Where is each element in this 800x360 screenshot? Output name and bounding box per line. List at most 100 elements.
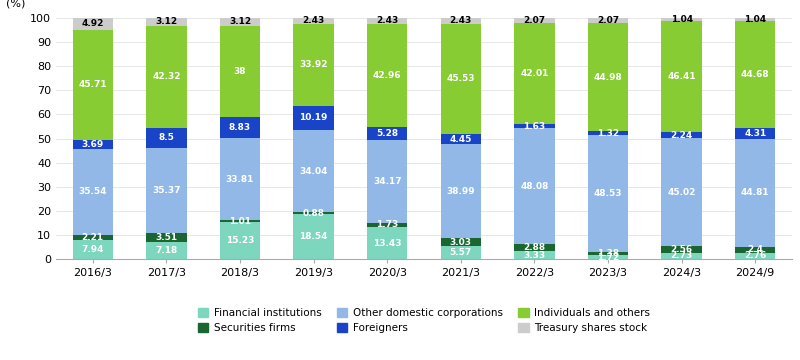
Bar bbox=[146, 26, 186, 127]
Text: 5.57: 5.57 bbox=[450, 248, 472, 257]
Bar bbox=[220, 117, 260, 139]
Text: 44.98: 44.98 bbox=[594, 73, 622, 82]
Text: 3.12: 3.12 bbox=[229, 17, 251, 26]
Bar bbox=[441, 238, 481, 246]
Bar bbox=[220, 139, 260, 220]
Text: 4.45: 4.45 bbox=[450, 135, 472, 144]
Text: 7.18: 7.18 bbox=[155, 246, 178, 255]
Bar bbox=[735, 139, 775, 247]
Bar bbox=[735, 128, 775, 139]
Text: 3.12: 3.12 bbox=[155, 17, 178, 26]
Bar bbox=[441, 134, 481, 144]
Text: 38.99: 38.99 bbox=[446, 187, 475, 196]
Text: 1.32: 1.32 bbox=[597, 129, 619, 138]
Legend: Financial institutions, Securities firms, Other domestic corporations, Foreigner: Financial institutions, Securities firms… bbox=[198, 308, 650, 333]
Text: 48.08: 48.08 bbox=[520, 182, 549, 191]
Text: 7.94: 7.94 bbox=[82, 245, 104, 254]
Text: 4.92: 4.92 bbox=[82, 19, 104, 28]
Bar bbox=[662, 132, 702, 138]
Bar bbox=[294, 130, 334, 212]
Bar bbox=[146, 127, 186, 148]
Text: 44.81: 44.81 bbox=[741, 188, 770, 197]
Text: 45.02: 45.02 bbox=[667, 188, 696, 197]
Text: 4.31: 4.31 bbox=[744, 129, 766, 138]
Text: 34.04: 34.04 bbox=[299, 167, 328, 176]
Text: 38: 38 bbox=[234, 67, 246, 76]
Bar bbox=[146, 148, 186, 233]
Text: 1.73: 1.73 bbox=[376, 220, 398, 229]
Bar bbox=[367, 227, 407, 259]
Text: 1.01: 1.01 bbox=[229, 217, 251, 226]
Bar bbox=[441, 24, 481, 134]
Bar bbox=[588, 252, 628, 255]
Bar bbox=[735, 247, 775, 253]
Text: 2.73: 2.73 bbox=[670, 251, 693, 260]
Text: 3.51: 3.51 bbox=[155, 233, 178, 242]
Text: 33.81: 33.81 bbox=[226, 175, 254, 184]
Bar bbox=[514, 128, 554, 244]
Text: 2.56: 2.56 bbox=[670, 245, 693, 254]
Text: 8.5: 8.5 bbox=[158, 133, 174, 142]
Bar bbox=[514, 18, 554, 23]
Bar bbox=[662, 21, 702, 132]
Bar bbox=[514, 251, 554, 259]
Bar bbox=[220, 18, 260, 26]
Bar bbox=[514, 23, 554, 124]
Bar bbox=[514, 124, 554, 128]
Text: 33.92: 33.92 bbox=[299, 60, 328, 69]
Text: 18.54: 18.54 bbox=[299, 232, 328, 241]
Text: 45.53: 45.53 bbox=[446, 74, 475, 83]
Text: 1.38: 1.38 bbox=[597, 249, 619, 258]
Bar bbox=[294, 24, 334, 106]
Text: 2.88: 2.88 bbox=[523, 243, 546, 252]
Text: 2.21: 2.21 bbox=[82, 233, 104, 242]
Bar bbox=[146, 242, 186, 259]
Text: 2.43: 2.43 bbox=[376, 17, 398, 26]
Bar bbox=[735, 253, 775, 259]
Bar bbox=[367, 127, 407, 140]
Text: 1.63: 1.63 bbox=[523, 122, 546, 131]
Bar bbox=[735, 21, 775, 128]
Bar bbox=[662, 247, 702, 253]
Bar bbox=[367, 18, 407, 24]
Text: 1.72: 1.72 bbox=[597, 253, 619, 262]
Bar bbox=[588, 18, 628, 23]
Text: 44.68: 44.68 bbox=[741, 70, 770, 79]
Text: 2.07: 2.07 bbox=[597, 16, 619, 25]
Text: 3.69: 3.69 bbox=[82, 140, 104, 149]
Text: 48.53: 48.53 bbox=[594, 189, 622, 198]
Bar bbox=[588, 255, 628, 259]
Text: 1.04: 1.04 bbox=[744, 15, 766, 24]
Text: 15.23: 15.23 bbox=[226, 236, 254, 245]
Bar bbox=[588, 131, 628, 135]
Bar bbox=[441, 144, 481, 238]
Text: 42.96: 42.96 bbox=[373, 71, 402, 80]
Bar bbox=[662, 18, 702, 21]
Bar bbox=[367, 24, 407, 127]
Bar bbox=[146, 233, 186, 242]
Bar bbox=[294, 215, 334, 259]
Text: 35.54: 35.54 bbox=[78, 187, 107, 196]
Text: 35.37: 35.37 bbox=[152, 186, 181, 195]
Text: 13.43: 13.43 bbox=[373, 239, 402, 248]
Text: 10.19: 10.19 bbox=[299, 113, 328, 122]
Bar bbox=[146, 18, 186, 26]
Bar bbox=[441, 18, 481, 24]
Text: 2.43: 2.43 bbox=[302, 17, 325, 26]
Text: 1.04: 1.04 bbox=[670, 15, 693, 24]
Text: 3.33: 3.33 bbox=[523, 251, 546, 260]
Text: 42.01: 42.01 bbox=[520, 69, 549, 78]
Bar bbox=[514, 244, 554, 251]
Bar bbox=[367, 140, 407, 222]
Text: 34.17: 34.17 bbox=[373, 177, 402, 186]
Text: 46.41: 46.41 bbox=[667, 72, 696, 81]
Bar bbox=[73, 235, 113, 240]
Bar bbox=[294, 18, 334, 24]
Bar bbox=[220, 220, 260, 222]
Bar bbox=[441, 246, 481, 259]
Bar bbox=[294, 212, 334, 215]
Text: 5.28: 5.28 bbox=[376, 129, 398, 138]
Bar bbox=[73, 149, 113, 235]
Bar bbox=[662, 138, 702, 247]
Bar bbox=[220, 222, 260, 259]
